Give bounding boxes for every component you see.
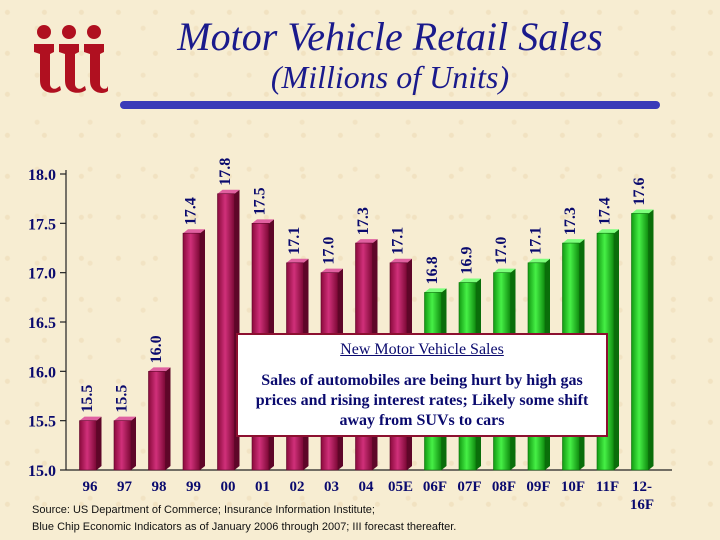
x-tick-label: 96 [83,479,99,495]
y-tick-label: 16.0 [28,364,56,381]
value-label: 17.0 [493,237,510,265]
source-line-2: Blue Chip Economic Indicators as of Janu… [32,521,457,533]
value-label: 17.8 [217,158,234,186]
x-tick-label: 00 [221,479,236,495]
bar-top [148,367,171,372]
bar-side [648,209,654,470]
bar-top [493,268,516,273]
bar-top [79,416,102,421]
y-tick-label: 15.5 [28,414,56,431]
value-label: 17.1 [390,227,407,255]
bar [113,416,136,471]
y-tick-label: 17.0 [28,266,56,283]
bar-top [321,268,343,273]
x-tick-label: 05E [388,479,413,495]
x-tick-label: 07F [457,479,481,495]
x-tick-label: 03 [324,479,339,495]
value-label: 17.3 [355,207,372,235]
bar-side [131,416,136,470]
bar-front [182,232,201,471]
value-label: 17.4 [183,197,200,225]
x-tick-label: 99 [186,479,201,495]
bar-side [200,229,205,470]
value-label-group: 15.5 15.5 16.0 17.4 17.8 17.5 17.1 17.0 17.3 17.1… [79,158,648,413]
bar-top [183,229,205,234]
bar-front [148,371,166,471]
x-tick-label: 98 [152,479,167,495]
value-label: 17.5 [252,187,269,215]
x-tick-label: 01 [255,479,270,495]
bar-front [217,193,235,471]
value-label: 17.0 [321,237,338,265]
value-label: 16.9 [459,247,476,275]
source-note: Source: US Department of Commerce; Insur… [32,502,692,536]
bar-top [597,229,619,234]
value-label: 17.1 [528,227,545,255]
x-tick-label: 08F [492,479,516,495]
bar-top [528,258,550,263]
y-tick-label: 15.0 [28,463,56,480]
value-label: 15.5 [79,385,96,413]
chart-subtitle: (Millions of Units) [270,59,510,95]
y-tick-label: 18.0 [28,167,56,184]
bar [631,209,654,471]
value-label: 15.5 [114,385,131,413]
bar-side [96,416,102,470]
bar-top [355,239,378,244]
y-tick-label: 17.5 [28,216,56,233]
value-label: 16.0 [148,335,165,363]
bar-front [79,420,97,471]
bar-front [631,213,649,471]
title-divider [120,101,660,109]
bar-top [631,209,654,214]
bar-top [390,258,412,263]
bar-side [165,367,171,470]
value-label: 17.3 [562,207,579,235]
value-label: 16.8 [424,256,441,284]
bar-top [114,416,136,421]
value-label: 17.6 [631,177,648,205]
chart-title: Motor Vehicle Retail Sales [177,14,603,59]
bar [148,367,171,471]
annotation-title: New Motor Vehicle Sales [340,341,504,358]
bar-top [217,189,240,194]
annotation-body: Sales of automobiles are being hurt by h… [255,372,589,429]
iii-logo [34,25,108,93]
bar-front [113,420,132,471]
bar [182,229,205,471]
y-tick-label: 16.5 [28,315,56,332]
source-line-1: Source: US Department of Commerce; Insur… [32,504,375,516]
bar-top [459,278,481,283]
bar-top [424,288,447,293]
annotation-box: New Motor Vehicle Sales Sales of automob… [236,333,608,437]
bar [79,416,102,471]
value-label: 17.4 [597,197,614,225]
x-tick-label: 97 [117,479,133,495]
x-tick-label: 12-16F [630,479,654,513]
bar-top [562,239,585,244]
x-tick-label: 11F [596,479,619,495]
bar-side [614,229,619,470]
bar-top [252,219,274,224]
x-tick-label-group: 96 97 98 99 00 01 02 03 04 05E 06F 07F 08F 09F 10F 11F 1… [83,479,655,513]
x-tick-label: 02 [290,479,305,495]
value-label: 17.1 [286,227,303,255]
x-tick-label: 10F [561,479,585,495]
x-tick-label: 09F [526,479,550,495]
x-tick-label: 06F [423,479,447,495]
x-tick-label: 04 [359,479,375,495]
chart-axes: 15.0 15.5 16.0 16.5 17.0 17.5 18.0 [28,167,672,480]
bar [217,189,240,471]
bar-top [286,258,309,263]
